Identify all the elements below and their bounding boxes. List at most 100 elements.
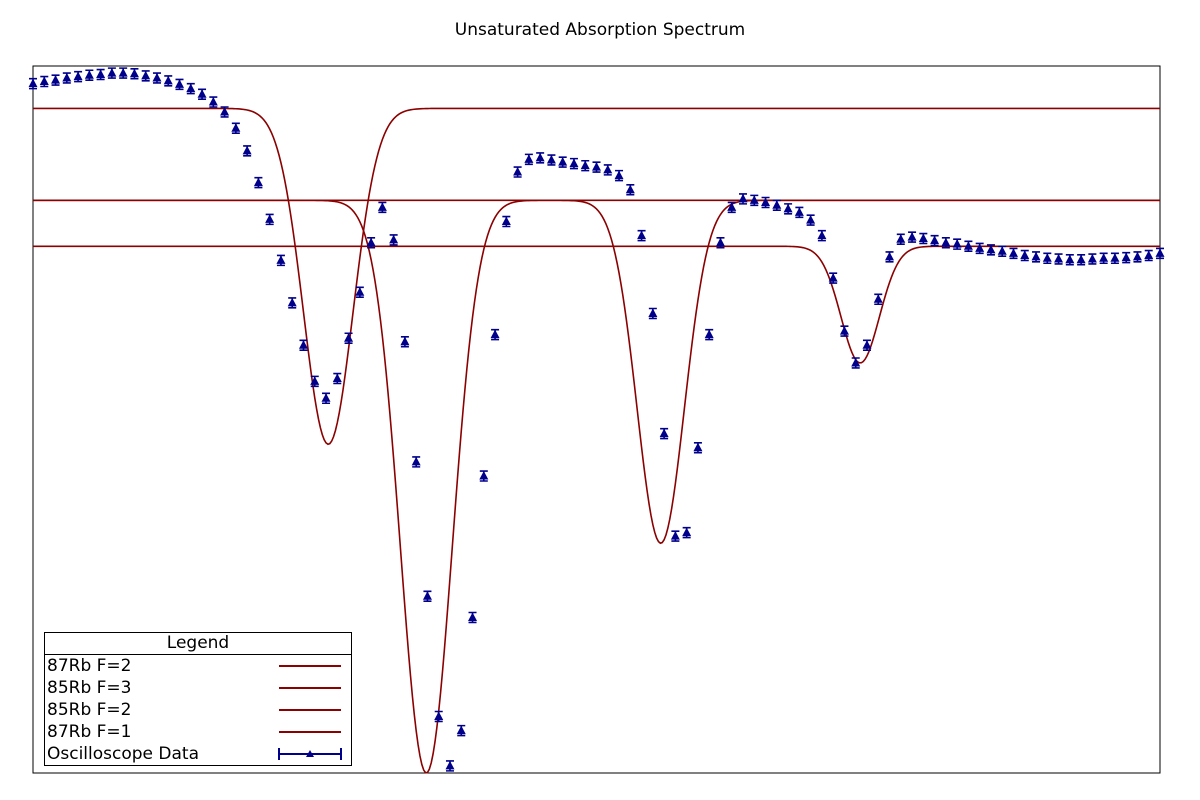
- data-marker: [580, 160, 590, 170]
- data-point: [253, 176, 263, 189]
- legend-marker-icon: [306, 750, 314, 757]
- data-point: [231, 122, 241, 134]
- legend-swatch-85rb-f2: [279, 709, 341, 711]
- data-marker: [546, 155, 556, 164]
- data-point: [817, 229, 827, 242]
- data-point: [580, 159, 590, 172]
- legend-swatch-87rb-f1: [279, 731, 341, 733]
- data-marker: [265, 214, 275, 223]
- data-marker: [603, 164, 613, 174]
- data-point: [389, 234, 399, 246]
- data-marker: [400, 336, 410, 346]
- data-point: [828, 272, 838, 284]
- data-point: [963, 240, 973, 253]
- data-marker: [310, 376, 320, 385]
- data-point: [941, 237, 951, 249]
- data-marker: [761, 197, 771, 206]
- data-point: [355, 286, 365, 298]
- data-marker: [242, 145, 252, 155]
- data-point: [839, 325, 849, 337]
- data-point: [344, 332, 354, 344]
- data-point: [625, 183, 635, 196]
- data-point: [569, 157, 579, 170]
- data-point: [84, 69, 94, 81]
- data-point: [761, 196, 771, 209]
- data-marker: [715, 237, 725, 247]
- data-point: [603, 164, 613, 176]
- fit-curve-87rb-f-1: [33, 245, 1160, 364]
- data-point: [118, 67, 128, 79]
- data-marker: [1155, 248, 1165, 257]
- data-point: [997, 245, 1007, 257]
- data-point: [513, 166, 523, 178]
- legend-swatch-85rb-f3: [279, 687, 341, 689]
- data-marker: [389, 234, 399, 244]
- data-point: [862, 339, 872, 352]
- data-marker: [513, 167, 523, 176]
- data-marker: [637, 230, 647, 240]
- data-point: [310, 375, 320, 388]
- data-point: [1076, 253, 1086, 266]
- data-marker: [558, 157, 568, 166]
- data-point: [411, 456, 421, 468]
- data-point: [276, 254, 286, 267]
- data-point: [1031, 251, 1041, 263]
- data-point: [1121, 251, 1131, 264]
- data-marker: [896, 234, 906, 243]
- legend: Legend 87Rb F=2 85Rb F=3 85Rb F=2 87Rb F…: [44, 632, 352, 766]
- data-point: [479, 470, 489, 482]
- data-marker: [141, 70, 151, 80]
- legend-item-85rb-f3: 85Rb F=3: [45, 677, 351, 699]
- data-marker: [1042, 253, 1052, 262]
- data-point: [28, 77, 38, 90]
- data-marker: [670, 531, 680, 540]
- data-marker: [592, 162, 601, 171]
- data-point: [1065, 253, 1075, 266]
- data-point: [907, 231, 917, 243]
- fit-curve-87rb-f-2: [33, 107, 1160, 446]
- data-marker: [693, 442, 703, 452]
- plot-frame: [32, 65, 1161, 774]
- data-marker: [952, 239, 962, 248]
- data-point: [614, 169, 624, 182]
- data-point: [400, 335, 410, 348]
- data-point: [96, 68, 106, 81]
- data-marker: [175, 79, 185, 88]
- data-marker: [1054, 254, 1064, 263]
- data-point: [501, 215, 511, 228]
- data-marker: [276, 255, 286, 264]
- data-marker: [118, 68, 128, 77]
- data-point: [51, 74, 61, 86]
- legend-label-85rb-f3: 85Rb F=3: [47, 678, 132, 698]
- data-marker: [1031, 251, 1041, 261]
- data-marker: [107, 68, 117, 77]
- data-point: [704, 328, 714, 341]
- data-point: [1087, 253, 1097, 265]
- legend-title: Legend: [45, 633, 351, 655]
- data-point: [524, 153, 534, 166]
- data-marker: [298, 340, 308, 349]
- data-point: [896, 233, 906, 245]
- data-marker: [456, 725, 466, 735]
- data-point: [930, 234, 940, 247]
- data-marker: [614, 170, 624, 180]
- data-point: [670, 530, 680, 542]
- data-marker: [366, 237, 376, 247]
- data-point: [1155, 247, 1165, 260]
- data-marker: [501, 216, 511, 226]
- data-marker: [39, 76, 49, 86]
- data-point: [175, 78, 185, 91]
- legend-item-85rb-f2: 85Rb F=2: [45, 699, 351, 721]
- data-point: [637, 229, 647, 242]
- data-marker: [975, 243, 985, 252]
- data-marker: [749, 195, 759, 204]
- data-point: [592, 161, 601, 173]
- data-point: [1132, 251, 1142, 263]
- data-marker: [62, 73, 72, 82]
- data-marker: [1144, 250, 1154, 259]
- data-point: [445, 760, 455, 772]
- data-marker: [873, 294, 883, 303]
- data-marker: [197, 89, 207, 98]
- data-marker: [648, 308, 658, 317]
- data-points: [28, 67, 1165, 772]
